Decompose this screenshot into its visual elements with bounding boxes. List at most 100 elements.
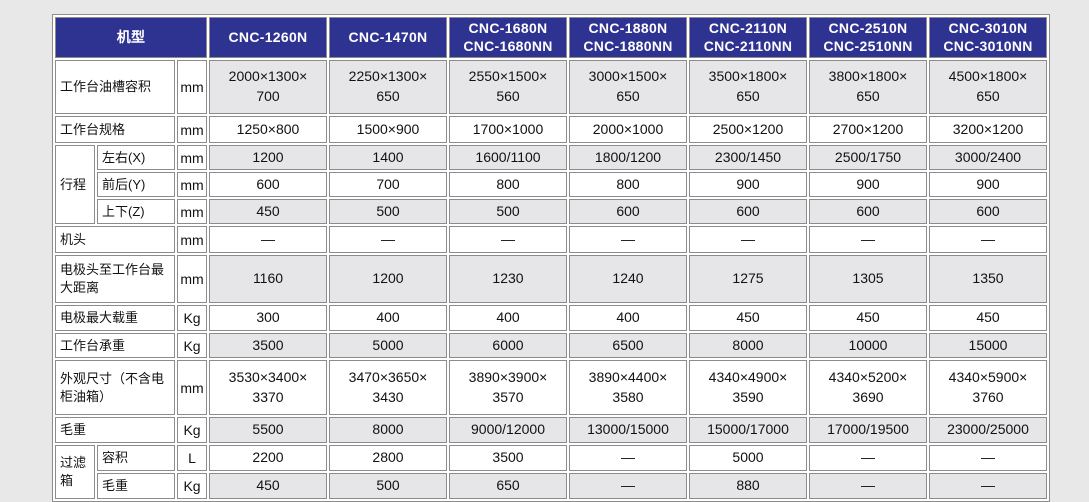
value-cell: 3530×3400× 3370 [209,360,327,415]
value-cell: 400 [329,305,447,331]
value-cell: 2000×1300× 700 [209,60,327,114]
value-cell: 800 [449,172,567,197]
value-cell: 15000/17000 [689,417,807,443]
table-row-filter-volume: 过滤箱 容积 L 2200 2800 3500 — 5000 — — [55,445,1047,499]
value-cell: 300 [209,305,327,331]
value-cell: 1400 [329,145,447,170]
value-cell: — [929,445,1047,471]
value-cell: 15000 [929,333,1047,358]
row-label: 工作台油槽容积 [55,60,175,114]
row-label: 毛重 [55,417,175,443]
model-header: CNC-1470N [329,17,447,58]
value-cell: 3800×1800× 650 [809,60,927,114]
value-cell: 2500×1200 [689,116,807,143]
value-cell: — [569,445,687,471]
table-row-head: 机头 mm — — — — — — — [55,226,1047,253]
row-group-label: 过滤箱 [55,445,95,499]
table-row-oil-tank: 工作台油槽容积 mm 2000×1300× 700 2250×1300× 650… [55,60,1047,114]
value-cell: 1350 [929,255,1047,303]
value-cell: 2200 [209,445,327,471]
value-cell: 1160 [209,255,327,303]
value-cell: 8000 [329,417,447,443]
value-cell: 450 [809,305,927,331]
table-row-table-size: 工作台规格 mm 1250×800 1500×900 1700×1000 200… [55,116,1047,143]
spec-sheet-page: { "colors": { "header_bg": "#2e3290", "h… [52,14,1050,502]
value-cell: 3500×1800× 650 [689,60,807,114]
value-cell: 450 [209,199,327,224]
value-cell: 600 [809,199,927,224]
table-row-dimensions: 外观尺寸（不含电柜油箱） mm 3530×3400× 3370 3470×365… [55,360,1047,415]
value-cell: 600 [209,172,327,197]
row-sublabel: 上下(Z) [97,199,175,224]
model-header: CNC-2110N CNC-2110NN [689,17,807,58]
table-row-electrode-load: 电极最大载重 Kg 300 400 400 400 450 450 450 [55,305,1047,331]
unit-cell: mm [177,172,207,197]
value-cell: 1240 [569,255,687,303]
value-cell: 5500 [209,417,327,443]
value-cell: 4340×5200× 3690 [809,360,927,415]
value-cell: — [209,226,327,253]
model-header: CNC-2510N CNC-2510NN [809,17,927,58]
value-cell: 450 [209,473,327,499]
value-cell: 1500×900 [329,116,447,143]
unit-cell: L [177,445,207,471]
value-cell: 450 [929,305,1047,331]
value-cell: 1275 [689,255,807,303]
value-cell: — [569,473,687,499]
value-cell: 4500×1800× 650 [929,60,1047,114]
value-cell: 700 [329,172,447,197]
value-cell: 5000 [689,445,807,471]
value-cell: 5000 [329,333,447,358]
value-cell: 500 [329,199,447,224]
spec-table: 机型 CNC-1260N CNC-1470N CNC-1680N CNC-168… [52,14,1050,502]
value-cell: 1800/1200 [569,145,687,170]
value-cell: 900 [929,172,1047,197]
model-header: CNC-1680N CNC-1680NN [449,17,567,58]
row-sublabel: 前后(Y) [97,172,175,197]
model-header: CNC-1260N [209,17,327,58]
row-label: 机头 [55,226,175,253]
value-cell: 500 [329,473,447,499]
header-row: 机型 CNC-1260N CNC-1470N CNC-1680N CNC-168… [55,17,1047,58]
value-cell: — [329,226,447,253]
value-cell: 3470×3650× 3430 [329,360,447,415]
value-cell: 400 [449,305,567,331]
unit-cell: Kg [177,333,207,358]
value-cell: — [929,473,1047,499]
value-cell: 1200 [329,255,447,303]
row-label: 外观尺寸（不含电柜油箱） [55,360,175,415]
value-cell: 23000/25000 [929,417,1047,443]
value-cell: — [809,445,927,471]
value-cell: 400 [569,305,687,331]
value-cell: 650 [449,473,567,499]
value-cell: 2500/1750 [809,145,927,170]
value-cell: 6500 [569,333,687,358]
table-row-gross-weight: 毛重 Kg 5500 8000 9000/12000 13000/15000 1… [55,417,1047,443]
value-cell: 17000/19500 [809,417,927,443]
value-cell: — [569,226,687,253]
unit-cell: Kg [177,417,207,443]
value-cell: — [809,473,927,499]
row-label: 工作台规格 [55,116,175,143]
value-cell: 600 [929,199,1047,224]
value-cell: 1305 [809,255,927,303]
row-label: 电极头至工作台最大距离 [55,255,175,303]
row-group-label: 行程 [55,145,95,224]
value-cell: 9000/12000 [449,417,567,443]
row-sublabel: 左右(X) [97,145,175,170]
value-cell: 900 [809,172,927,197]
table-row-max-distance: 电极头至工作台最大距离 mm 1160 1200 1230 1240 1275 … [55,255,1047,303]
unit-cell: mm [177,360,207,415]
table-row-table-load: 工作台承重 Kg 3500 5000 6000 6500 8000 10000 … [55,333,1047,358]
value-cell: 6000 [449,333,567,358]
value-cell: 3890×3900× 3570 [449,360,567,415]
unit-cell: mm [177,145,207,170]
value-cell: 3500 [449,445,567,471]
value-cell: 13000/15000 [569,417,687,443]
value-cell: 1200 [209,145,327,170]
table-row-filter-weight: 毛重 Kg 450 500 650 — 880 — — [55,473,1047,499]
value-cell: 3000/2400 [929,145,1047,170]
value-cell: 1600/1100 [449,145,567,170]
value-cell: 3000×1500× 650 [569,60,687,114]
model-header: CNC-3010N CNC-3010NN [929,17,1047,58]
